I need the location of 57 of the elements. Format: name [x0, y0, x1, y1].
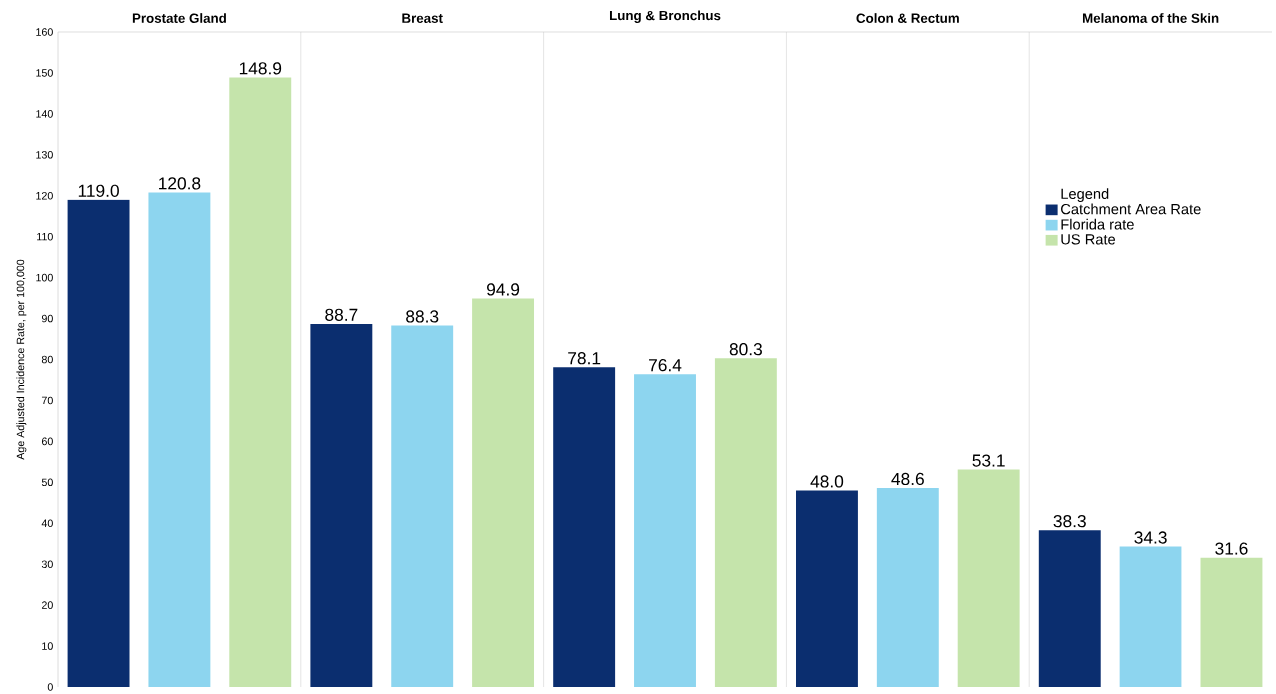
x-tick-label: Lung & Bronchus	[609, 10, 721, 23]
y-tick-label: 150	[36, 69, 53, 77]
data-label: 38.3	[1053, 515, 1086, 528]
x-tick-label: Colon & Rectum	[856, 13, 959, 23]
x-tick-label: Melanoma of the Skin	[1082, 13, 1219, 23]
y-tick-label: 100	[36, 273, 53, 282]
data-label: 48.6	[891, 472, 924, 486]
x-tick-label: Prostate Gland	[132, 13, 226, 23]
bar	[391, 325, 454, 687]
y-tick-label: 80	[41, 355, 53, 364]
data-label: 78.1	[568, 352, 601, 365]
bar	[67, 199, 130, 687]
bar	[1038, 530, 1101, 687]
y-tick-label: 30	[41, 560, 53, 568]
bar	[876, 488, 939, 687]
y-tick-label: 60	[41, 437, 53, 446]
data-label: 88.7	[325, 308, 358, 321]
y-tick-label: 0	[47, 683, 53, 691]
bar	[553, 367, 616, 687]
y-tick-label: 140	[36, 110, 53, 118]
data-label: 120.8	[159, 177, 201, 190]
y-tick-label: 10	[42, 642, 53, 650]
legend-label: Florida rate	[1061, 218, 1134, 230]
y-tick-label: 160	[36, 28, 53, 36]
y-tick-label: 20	[41, 601, 53, 609]
bar	[957, 469, 1020, 687]
y-tick-label: 40	[41, 519, 53, 528]
y-tick-label: 50	[41, 478, 53, 487]
bar	[1119, 546, 1182, 687]
legend-title: Legend	[1061, 188, 1109, 202]
data-label: 48.0	[810, 475, 844, 488]
x-tick-label: Breast	[402, 13, 443, 23]
data-label: 94.9	[487, 283, 520, 296]
bar	[634, 374, 696, 687]
y-tick-label: 130	[36, 151, 53, 159]
y-tick-label: 70	[41, 396, 53, 405]
bar	[796, 490, 858, 687]
data-label: 119.0	[78, 184, 119, 197]
data-label: 80.3	[729, 343, 762, 356]
data-label: 34.3	[1134, 531, 1167, 544]
data-label: 53.1	[972, 454, 1005, 467]
data-label: 148.9	[239, 62, 282, 75]
y-axis-title: Age Adjusted Incidence Rate, per 100,000	[16, 259, 27, 460]
y-tick-label: 90	[41, 314, 53, 323]
legend-label: US Rate	[1061, 234, 1116, 245]
bar	[714, 358, 777, 687]
bar	[229, 77, 292, 687]
data-label: 88.3	[406, 310, 439, 323]
bar	[310, 323, 373, 687]
bar	[472, 298, 535, 687]
y-tick-label: 110	[37, 232, 53, 241]
y-tick-label: 120	[36, 191, 53, 200]
legend-label: Catchment Area Rate	[1061, 203, 1201, 215]
bar	[148, 192, 211, 687]
data-label: 76.4	[649, 359, 682, 372]
data-label: 31.6	[1215, 542, 1248, 555]
bar	[1200, 557, 1263, 687]
